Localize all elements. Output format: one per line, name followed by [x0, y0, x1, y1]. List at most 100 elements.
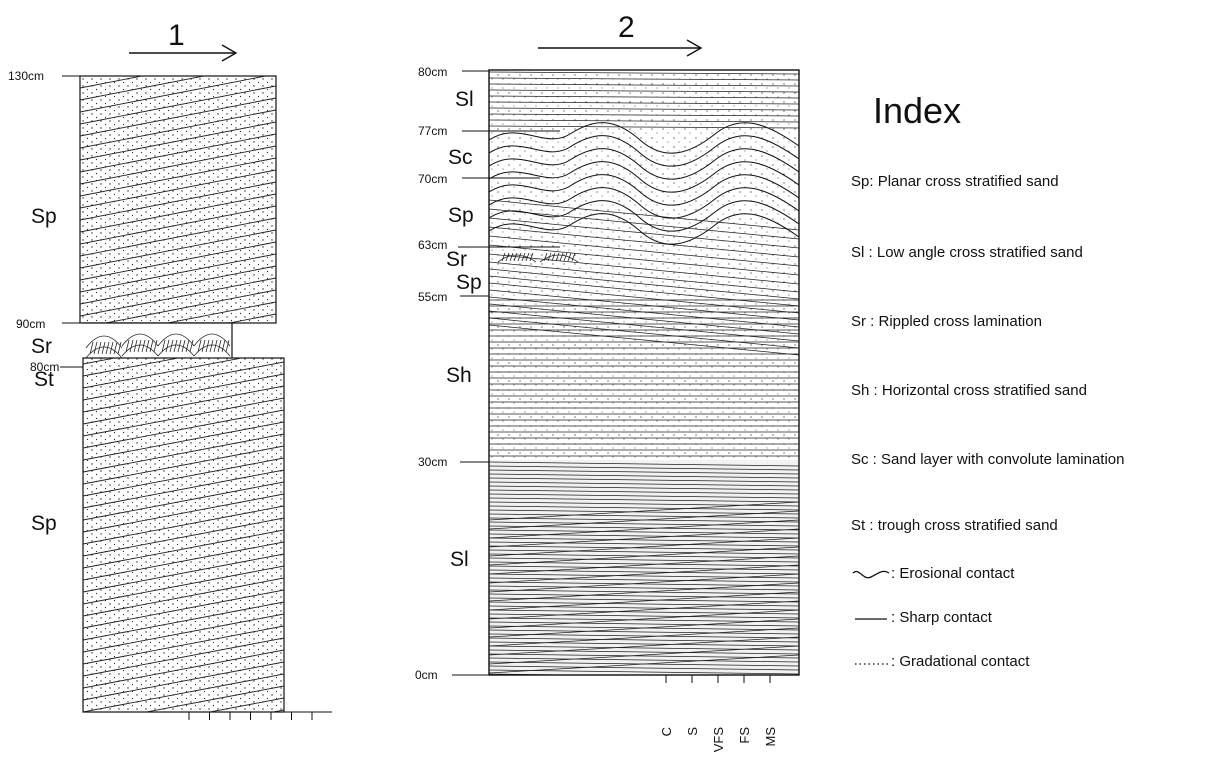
cross-lamina [83, 649, 284, 689]
legend-text: : Rippled cross lamination [866, 313, 1042, 330]
lamina [489, 107, 799, 111]
convolute-lamina [489, 148, 799, 180]
legend-sharp-contact: : Sharp contact [851, 609, 992, 626]
ripple-foreset [173, 339, 178, 353]
grain-size-label: FS [737, 727, 752, 744]
lamina [489, 497, 799, 503]
lamina [489, 621, 799, 627]
lamina [489, 289, 799, 321]
cross-lamina [83, 661, 284, 701]
column-1: 1 130cm 90cm 80cm Sp Sr St Sp cSVFSFS [8, 19, 332, 760]
cross-lamina [83, 481, 284, 521]
ripple-foreset [189, 339, 194, 353]
lamina [489, 469, 799, 475]
lamina [489, 119, 799, 123]
column-2-depth-70: 70cm [418, 172, 447, 186]
ripple-foreset [501, 252, 506, 262]
cross-lamina [80, 133, 276, 173]
lamina [489, 521, 799, 527]
ripple-foreset [547, 252, 552, 262]
legend-item-st: St : trough cross stratified sand [851, 517, 1058, 534]
convolute-lamina [489, 187, 799, 219]
lamina [489, 83, 799, 87]
lamina [489, 636, 799, 656]
grain-size-label: MS [763, 727, 778, 747]
cross-lamina [80, 76, 207, 101]
cross-lamina [83, 397, 284, 437]
cross-lamina [83, 493, 284, 533]
ripple-foreset [177, 339, 182, 353]
ripple-foreset [105, 341, 110, 355]
cross-lamina [80, 229, 276, 269]
cross-lamina [83, 589, 284, 629]
ripple-foreset [551, 252, 556, 262]
ripple-foreset [149, 339, 154, 353]
ripple-foreset [205, 339, 210, 353]
ripple-foreset [509, 252, 514, 262]
column-1-facies-sp-upper: Sp [31, 205, 57, 228]
cross-lamina [83, 722, 284, 760]
lamina [489, 561, 799, 567]
lamina [489, 601, 799, 607]
lamina [489, 303, 799, 335]
column-1-depth-90: 90cm [16, 317, 45, 331]
cross-lamina [83, 358, 181, 377]
cross-lamina [83, 637, 284, 677]
cross-lamina [227, 313, 276, 323]
ripple-foreset [89, 341, 94, 355]
lamina [489, 101, 799, 105]
cross-lamina [83, 361, 284, 401]
column-2-depth-80: 80cm [418, 65, 447, 79]
ripple-foreset [181, 339, 186, 353]
column-1-sp-lower-bed [82, 357, 285, 713]
legend-item-sr: Sr : Rippled cross lamination [851, 313, 1042, 330]
column-2-facies-sh: Sh [446, 364, 472, 387]
lamina [489, 597, 799, 603]
ripple-foreset [93, 341, 98, 355]
legend-erosional-contact: : Erosional contact [851, 565, 1014, 582]
convolute-lamina [489, 200, 799, 232]
legend-item-sc: Sc : Sand layer with convolute laminatio… [851, 451, 1125, 468]
ripple-form [157, 333, 195, 347]
ripple-foreset [571, 252, 576, 262]
cross-lamina [144, 685, 284, 712]
column-2-grain-size-axis: C S VFS FS MS [659, 675, 778, 752]
lamina [489, 609, 799, 629]
grain-size-label: VFS [711, 727, 726, 753]
lamina [489, 565, 799, 571]
column-1-sr-ripple-bed [82, 322, 233, 359]
lamina [489, 564, 799, 584]
wavy-line-icon [852, 570, 890, 579]
ripple-foreset [113, 341, 118, 355]
lamina [489, 582, 799, 602]
lamina [489, 577, 799, 583]
lamina [489, 633, 799, 639]
cross-lamina [83, 433, 284, 473]
cross-lamina [83, 358, 245, 389]
grain-size-label: C [659, 727, 674, 736]
lamina [489, 473, 799, 479]
cross-lamina [83, 409, 284, 449]
column-1-depth-80: 80cm [30, 360, 59, 374]
lamina [489, 235, 799, 267]
ripple-foreset [197, 339, 202, 353]
lamina [489, 485, 799, 491]
lamina [489, 509, 799, 515]
lamina [489, 645, 799, 665]
flow-direction-arrow-icon [129, 44, 238, 62]
ripple-foreset [209, 339, 214, 353]
cross-lamina [83, 541, 284, 581]
lamina [489, 217, 799, 249]
ripple-foreset [559, 252, 564, 262]
lamina [489, 549, 799, 555]
column-2-depth-0: 0cm [415, 668, 438, 682]
ripple-form [85, 335, 123, 349]
lamina [489, 629, 799, 635]
cross-lamina [83, 613, 284, 653]
lamina [489, 618, 799, 638]
ripple-form [121, 333, 159, 347]
legend-text: : Sharp contact [891, 609, 992, 626]
legend-code: Sc [851, 451, 869, 468]
ripple-foreset [505, 252, 510, 262]
